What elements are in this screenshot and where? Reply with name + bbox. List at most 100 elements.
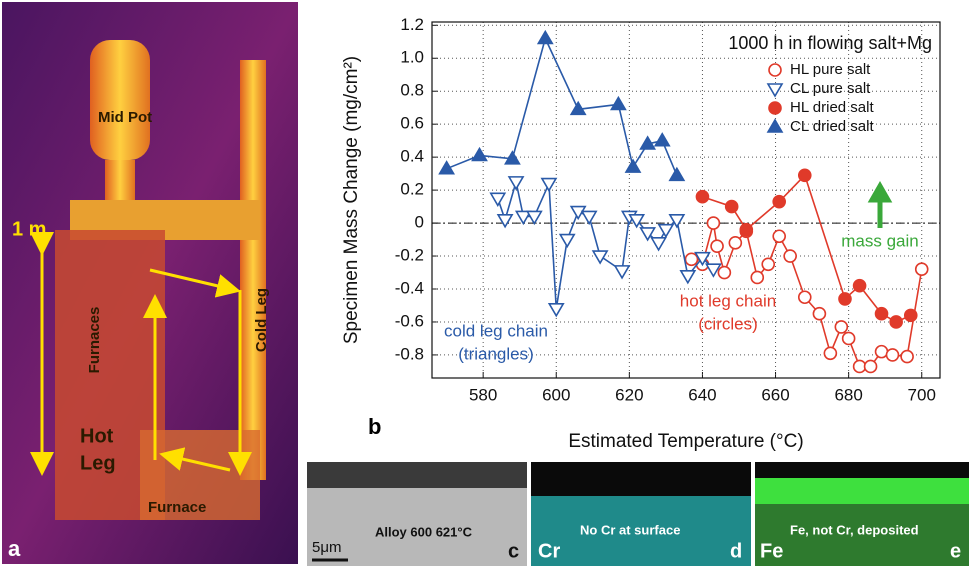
y-tick-label: 0.8 <box>400 81 424 100</box>
legend-label: HL dried salt <box>790 99 874 116</box>
series-line <box>702 173 912 323</box>
point <box>783 249 797 263</box>
element-label: Cr <box>538 540 560 562</box>
point <box>628 213 646 229</box>
legend-marker <box>768 63 782 77</box>
point <box>750 270 765 285</box>
label: 1 m <box>12 218 46 240</box>
point <box>761 257 776 272</box>
point <box>609 95 627 111</box>
legend-marker <box>766 83 784 98</box>
point <box>874 344 889 359</box>
annotation: cold leg chain <box>444 321 548 340</box>
point <box>580 210 598 226</box>
flow-arrow <box>159 447 231 472</box>
y-tick-label: 0.4 <box>400 147 424 166</box>
y-tick-label: -0.2 <box>395 246 424 265</box>
point <box>903 308 918 323</box>
pot <box>90 40 150 160</box>
point <box>797 290 812 305</box>
point <box>438 160 456 175</box>
point <box>504 150 521 165</box>
point <box>613 265 631 280</box>
label: Leg <box>80 452 116 474</box>
x-tick-label: 620 <box>615 385 643 404</box>
point <box>717 265 732 280</box>
point <box>834 320 849 334</box>
point <box>558 233 576 249</box>
point <box>900 349 914 364</box>
x-tick-label: 700 <box>908 385 936 404</box>
point <box>914 262 929 277</box>
micrograph-layer <box>307 462 527 488</box>
label: Furnace <box>148 499 206 516</box>
legend-label: CL dried salt <box>790 118 874 135</box>
y-tick-label: 1.2 <box>400 15 424 34</box>
panel-label: c <box>508 540 519 562</box>
point <box>797 168 812 183</box>
y-tick-label: -0.8 <box>395 344 424 363</box>
element-label: Fe <box>760 540 783 562</box>
label: Mid Pot <box>98 109 152 126</box>
x-axis-label: Estimated Temperature (°C) <box>568 431 803 452</box>
y-tick-label: 0.6 <box>400 114 424 133</box>
point <box>706 216 721 230</box>
point <box>569 205 587 221</box>
point <box>657 223 675 239</box>
x-tick-label: 600 <box>542 385 570 404</box>
series-line <box>497 181 714 309</box>
panel-label: a <box>8 536 21 561</box>
point <box>889 315 903 329</box>
plot-frame <box>431 21 941 379</box>
point <box>653 132 671 147</box>
flow-arrow <box>149 268 241 298</box>
point <box>695 189 710 204</box>
point <box>547 302 565 318</box>
point <box>724 199 739 214</box>
point <box>885 348 900 362</box>
y-tick-label: 0.2 <box>400 180 424 199</box>
y-axis-label: Specimen Mass Change (mg/cm²) <box>341 56 362 344</box>
micrograph-layer <box>531 462 751 496</box>
point <box>684 252 699 267</box>
point <box>489 192 507 207</box>
point <box>739 222 754 237</box>
y-tick-label: 0 <box>415 213 424 232</box>
point <box>852 278 867 293</box>
legend-marker <box>768 101 782 115</box>
point <box>536 29 554 45</box>
y-tick-label: -0.6 <box>395 311 424 330</box>
point <box>591 250 609 265</box>
point <box>471 146 488 162</box>
micrographs: Alloy 600 621°C 5μm c No Cr at surface C… <box>307 462 969 566</box>
pipe <box>240 60 266 480</box>
panel-a: Mid Pot 1 m Furnaces Cold Leg Hot Leg Fu… <box>2 2 298 564</box>
legend-label: HL pure salt <box>790 61 871 78</box>
caption: Fe, not Cr, deposited <box>790 522 919 537</box>
legend-label: CL pure salt <box>790 80 871 97</box>
annotation: 1000 h in flowing salt+Mg <box>728 33 932 53</box>
annotation: mass gain <box>841 231 918 250</box>
micrograph-layer <box>755 462 969 478</box>
scale-label: 5μm <box>312 539 341 556</box>
point <box>841 331 856 346</box>
point <box>514 210 532 226</box>
y-tick-label: -0.4 <box>395 278 424 297</box>
point <box>540 177 558 193</box>
label: Hot <box>80 425 114 447</box>
point <box>569 100 587 116</box>
micrograph-layer <box>755 478 969 504</box>
panel-label: e <box>950 540 961 562</box>
point <box>668 213 686 229</box>
point <box>710 239 724 253</box>
caption: No Cr at surface <box>580 522 680 537</box>
label: Furnaces <box>86 307 103 374</box>
point <box>728 236 743 250</box>
label: Cold Leg <box>253 288 270 352</box>
point <box>525 210 543 226</box>
series-line <box>446 36 678 176</box>
point <box>679 270 697 285</box>
point <box>639 135 657 150</box>
point <box>874 306 889 321</box>
